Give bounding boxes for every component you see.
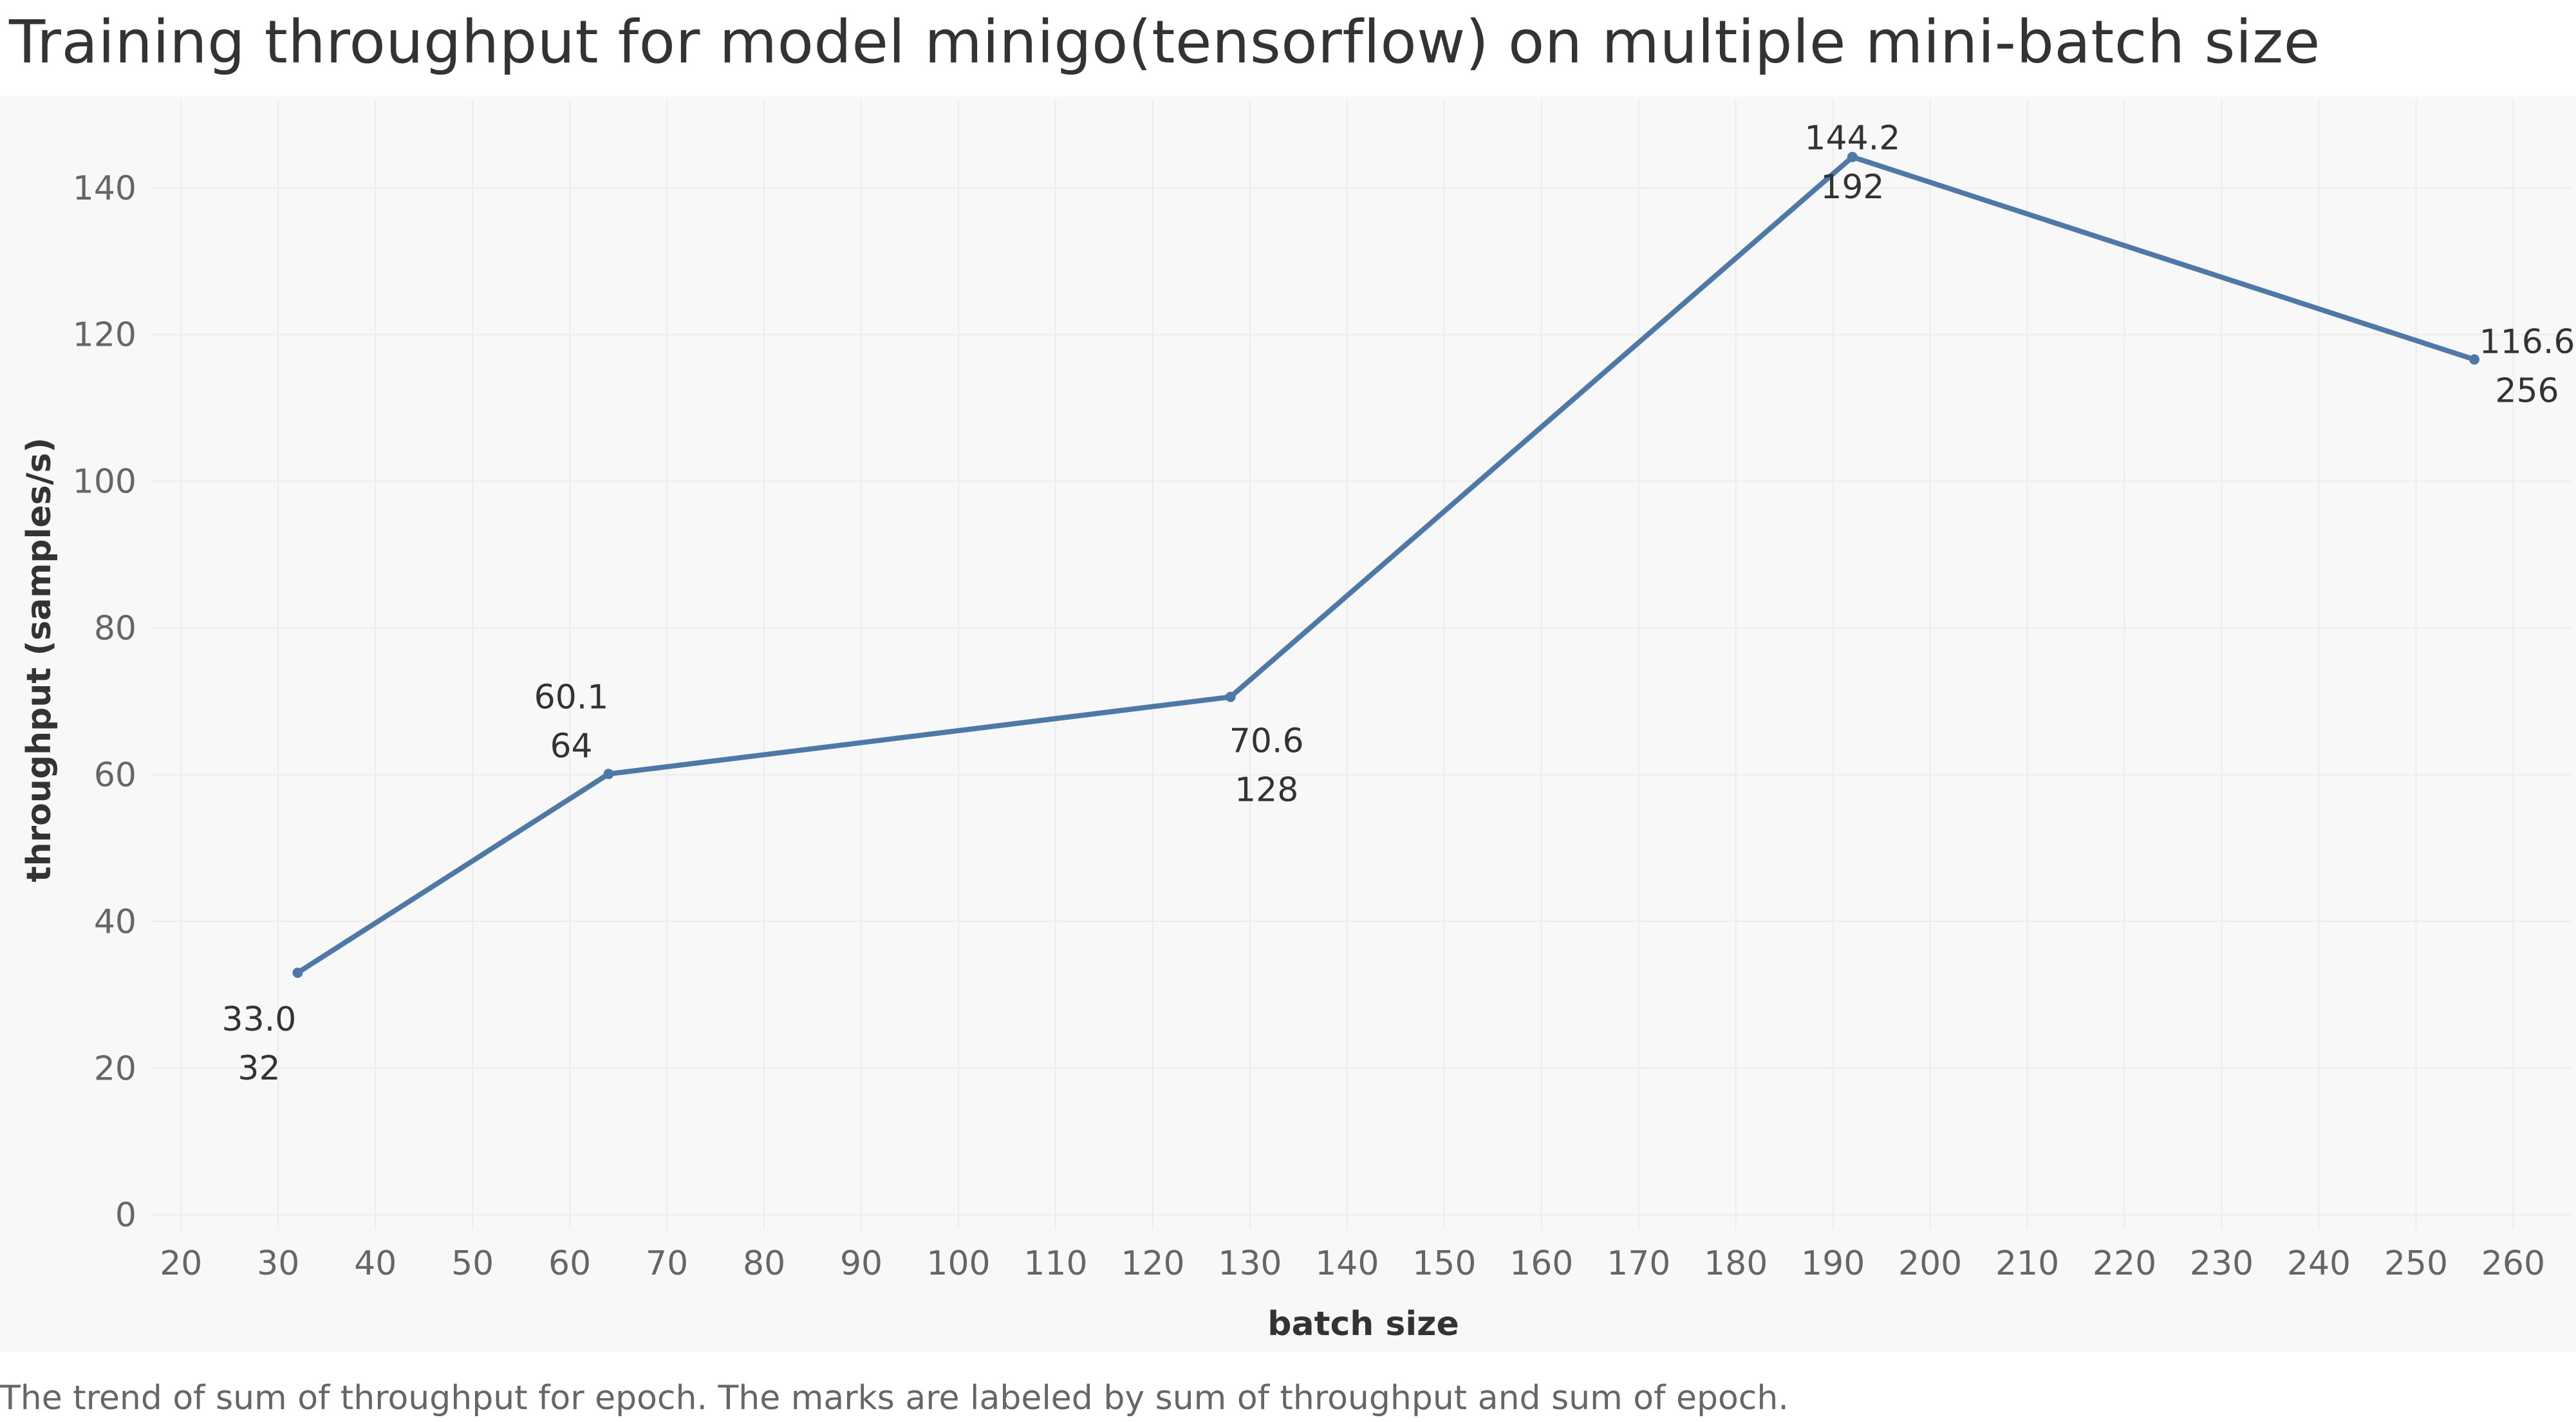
x-tick-label: 260 <box>2481 1244 2545 1283</box>
chart-title: Training throughput for model minigo(ten… <box>9 8 2320 77</box>
y-tick-label: 0 <box>115 1196 136 1235</box>
y-tick-label: 100 <box>73 463 136 501</box>
data-label-value: 70.6 <box>1229 722 1304 761</box>
x-tick-label: 20 <box>160 1244 202 1283</box>
x-tick-label: 110 <box>1023 1244 1087 1283</box>
data-label-batch: 32 <box>238 1049 280 1088</box>
chart-caption: The trend of sum of throughput for epoch… <box>0 1379 1789 1417</box>
data-point <box>2469 354 2480 365</box>
data-label-batch: 64 <box>550 727 592 765</box>
x-tick-label: 100 <box>926 1244 990 1283</box>
y-tick-label: 20 <box>94 1049 136 1088</box>
x-tick-label: 200 <box>1898 1244 1962 1283</box>
series-line <box>295 154 2478 976</box>
y-tick-label: 140 <box>73 169 136 208</box>
x-axis-title: batch size <box>1267 1305 1459 1343</box>
x-tick-label: 40 <box>354 1244 397 1283</box>
y-tick-label: 40 <box>94 903 136 941</box>
x-tick-label: 90 <box>840 1244 882 1283</box>
data-label-value: 144.2 <box>1804 119 1900 158</box>
data-label-value: 33.0 <box>222 1000 297 1039</box>
y-tick-label: 80 <box>94 610 136 648</box>
data-label-batch: 256 <box>2495 371 2559 410</box>
x-tick-label: 80 <box>743 1244 785 1283</box>
data-point <box>1225 691 1236 702</box>
x-tick-label: 150 <box>1412 1244 1476 1283</box>
data-label-batch: 128 <box>1235 771 1298 810</box>
data-label-batch: 192 <box>1820 168 1884 207</box>
x-tick-label: 210 <box>1995 1244 2059 1283</box>
y-tick-label: 120 <box>73 316 136 355</box>
x-tick-label: 180 <box>1704 1244 1768 1283</box>
x-tick-label: 50 <box>451 1244 494 1283</box>
data-label-value: 116.6 <box>2479 323 2575 361</box>
x-tick-label: 190 <box>1801 1244 1865 1283</box>
x-tick-label: 30 <box>257 1244 299 1283</box>
data-label-value: 60.1 <box>534 678 609 716</box>
y-tick-label: 60 <box>94 756 136 794</box>
plot-area-background <box>0 97 2576 1352</box>
x-tick-label: 250 <box>2384 1244 2448 1283</box>
x-tick-label: 170 <box>1607 1244 1670 1283</box>
y-axis-title: throughput (samples/s) <box>20 438 59 883</box>
x-tick-label: 130 <box>1218 1244 1282 1283</box>
x-tick-label: 120 <box>1121 1244 1184 1283</box>
x-tick-label: 60 <box>548 1244 591 1283</box>
data-point <box>1847 151 1858 162</box>
x-tick-label: 220 <box>2093 1244 2156 1283</box>
x-tick-label: 70 <box>646 1244 688 1283</box>
x-tick-label: 140 <box>1315 1244 1379 1283</box>
x-tick-label: 240 <box>2287 1244 2351 1283</box>
data-point <box>292 968 303 978</box>
x-tick-label: 230 <box>2190 1244 2254 1283</box>
data-point <box>603 769 614 780</box>
x-tick-label: 160 <box>1509 1244 1573 1283</box>
